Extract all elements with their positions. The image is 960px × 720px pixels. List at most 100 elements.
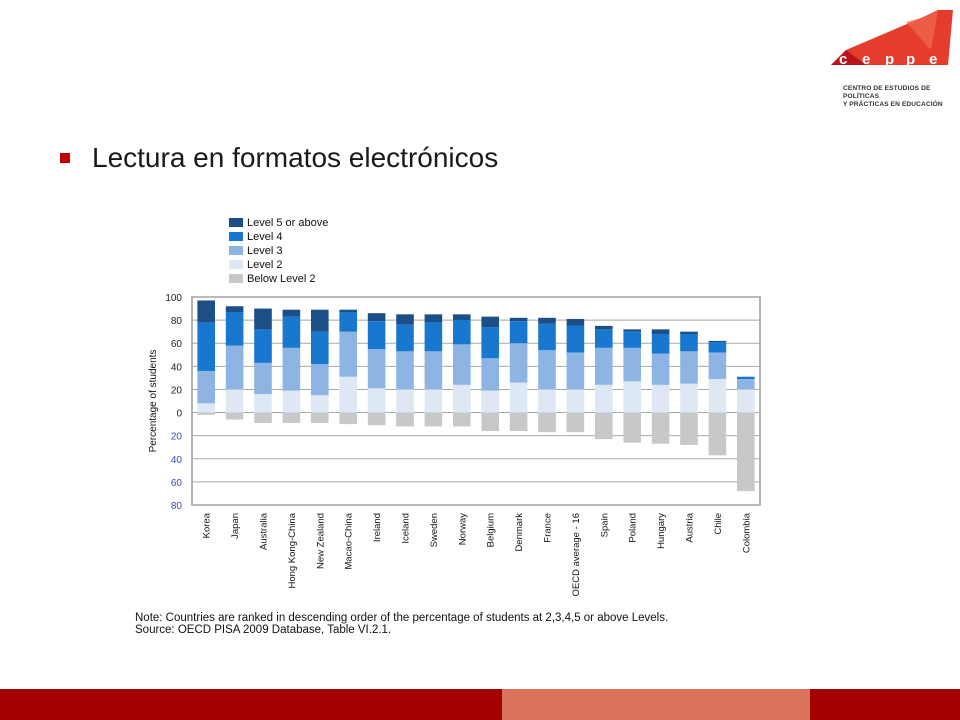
bar-segment (566, 325, 585, 353)
x-tick-label: Norway (457, 513, 468, 545)
x-tick-label: Iceland (401, 513, 412, 544)
bar-segment (452, 412, 471, 427)
logo-letter: p (906, 51, 915, 68)
bar-segment (339, 309, 358, 313)
legend-label: Level 5 or above (247, 217, 328, 229)
bar-segment (254, 308, 272, 330)
bar-segment (282, 347, 301, 391)
bar-segment (680, 351, 698, 384)
bullet-square-icon (60, 153, 70, 163)
bar-segment (367, 388, 386, 413)
bar-segment (197, 322, 216, 371)
chart-legend: Level 5 or above Level 4 Level 3 Level 2 Bel… (229, 217, 328, 285)
logo-caption: CENTRO DE ESTUDIOS DE POLÍTICAS Y PRÁCTI… (843, 85, 958, 109)
legend-swatch (229, 246, 243, 255)
x-axis-ticks: Korea Japan Australia Hong Kong-China New Ze… (202, 512, 753, 596)
bar-segment (424, 412, 443, 427)
bar-segment (708, 352, 727, 380)
bar-segment (225, 389, 244, 413)
y-tick-label: 20 (171, 385, 183, 396)
bar-segment (254, 362, 272, 395)
bar-segment (367, 321, 386, 349)
bar-segment (339, 331, 358, 377)
source-line: Source: OECD PISA 2009 Database, Table V… (135, 624, 392, 636)
bar-segment (623, 381, 642, 413)
bar-segment (538, 412, 556, 433)
y-axis-label: Percentage of students (148, 350, 159, 453)
bar-segment (623, 412, 642, 443)
bar-segment (282, 316, 301, 348)
bar-segment (651, 412, 670, 444)
bar-segment (424, 389, 443, 413)
bar-segment (396, 314, 414, 325)
bar-segment (481, 412, 500, 432)
plot-area-frame (191, 296, 761, 506)
bar-segment (367, 313, 386, 322)
bar-segment (225, 345, 244, 390)
logo-letter: p (885, 51, 894, 68)
y-tick-label: 0 (176, 409, 182, 420)
legend-swatch (229, 218, 243, 227)
bar-segment (594, 329, 613, 348)
y-axis-ticks: 100 80 60 40 20 0 20 40 60 80 (165, 293, 182, 512)
bar-segment (310, 412, 329, 423)
x-tick-label: Hong Kong-China (287, 512, 298, 588)
bar-segment (680, 412, 698, 445)
bar-segment (396, 389, 414, 413)
bar-segment (452, 314, 471, 321)
bar-segment (282, 412, 301, 423)
title-bullet-row: Lectura en formatos electrónicos (60, 142, 498, 174)
bar-segment (481, 390, 500, 413)
bar-segment (680, 333, 698, 352)
y-tick-label: 60 (171, 339, 183, 350)
bar-segment (651, 333, 670, 354)
bar-segment (736, 379, 755, 390)
footer-band-right (810, 689, 960, 720)
bar-segment (481, 327, 500, 359)
bar-segment (452, 320, 471, 345)
bar-segment (481, 358, 500, 391)
bar-segment (481, 316, 500, 328)
bar-segment (452, 384, 471, 413)
cepper-logo: c e p p e (826, 10, 954, 110)
logo-letter: e (862, 51, 870, 68)
bar-segment (538, 350, 556, 390)
bar-segment (651, 329, 670, 334)
bar-segment (509, 317, 528, 322)
note-line: Note: Countries are ranked in descending… (135, 612, 669, 624)
bar-segment (225, 312, 244, 346)
y-tick-label: 60 (171, 478, 183, 489)
bar-segment (708, 340, 727, 343)
bar-segment (424, 322, 443, 352)
y-tick-label: 40 (171, 362, 183, 373)
bar-segment (594, 384, 613, 413)
bar-segment (566, 352, 585, 390)
bar-segment (708, 379, 727, 413)
bar-segment (736, 389, 755, 413)
x-tick-label: Poland (628, 513, 639, 543)
bar-segment (566, 412, 585, 433)
bar-segment (396, 412, 414, 427)
x-tick-label: Austria (685, 512, 696, 542)
bar-segment (310, 331, 329, 365)
bar-segment (566, 389, 585, 413)
bar-segment (367, 412, 386, 426)
bar-segment (339, 312, 358, 332)
bar-segment (310, 309, 329, 332)
chart-bars (197, 300, 755, 492)
bar-segment (623, 347, 642, 382)
y-tick-label: 80 (171, 316, 183, 327)
x-tick-label: Macao-China (344, 512, 355, 569)
legend-label: Level 2 (247, 259, 282, 271)
legend-swatch (229, 274, 243, 283)
x-tick-label: Belgium (486, 513, 497, 547)
bar-segment (339, 412, 358, 425)
x-tick-label: Hungary (656, 513, 667, 549)
bar-segment (594, 412, 613, 440)
bar-segment (594, 325, 613, 330)
y-tick-label: 20 (171, 432, 183, 443)
x-tick-label: Sweden (429, 513, 440, 547)
footer-bar (0, 689, 960, 720)
legend-swatch (229, 260, 243, 269)
bar-segment (538, 389, 556, 413)
